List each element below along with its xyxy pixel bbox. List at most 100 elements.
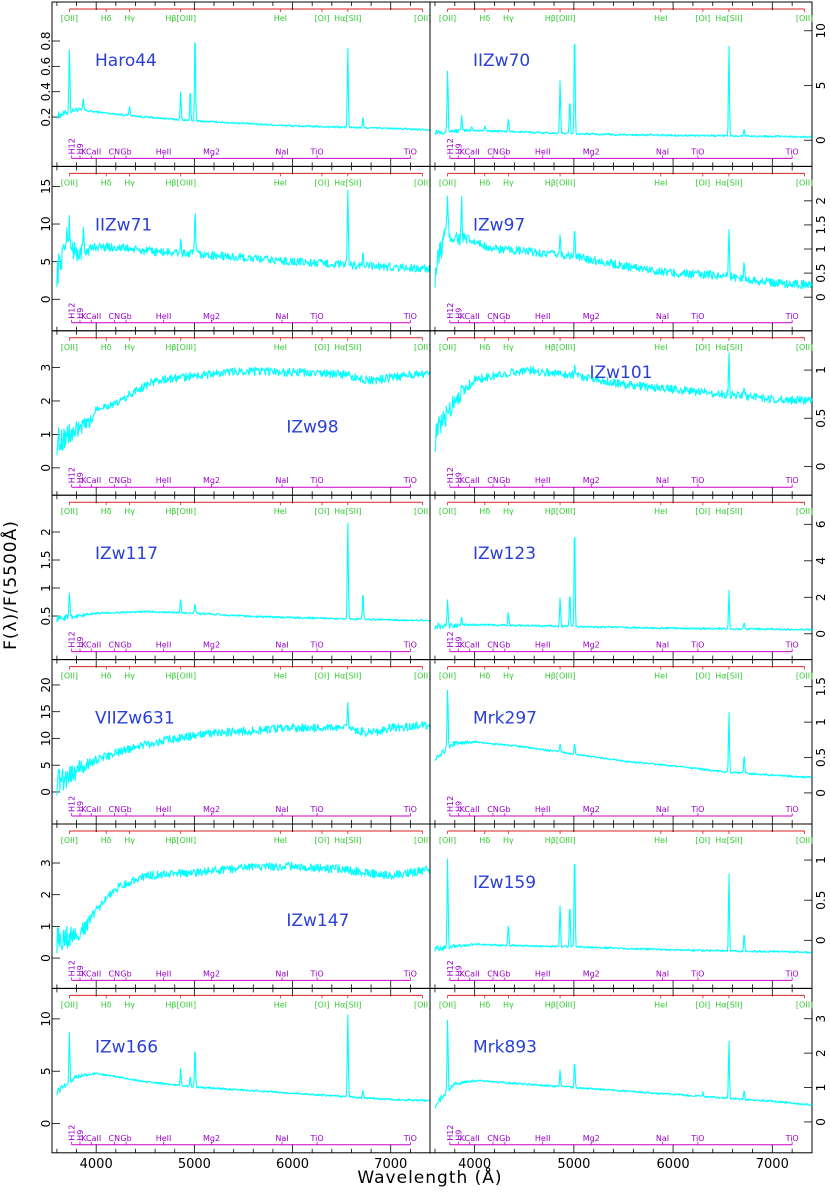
emission-label: [OII] bbox=[796, 1000, 813, 1009]
panel-frame bbox=[51, 987, 431, 1154]
emission-label: [OII] bbox=[414, 672, 431, 681]
emission-label: Hα[SII] bbox=[334, 178, 361, 187]
emission-label: [OII] bbox=[414, 836, 431, 845]
emission-label: [OI] bbox=[315, 507, 330, 516]
emission-label: [OII] bbox=[414, 178, 431, 187]
absorption-label: HeII bbox=[535, 641, 551, 650]
y-tick-label: 10 bbox=[39, 216, 53, 231]
absorption-label: NaI bbox=[656, 641, 669, 650]
emission-label: Hβ[OIII] bbox=[545, 836, 576, 845]
y-tick-label: 0 bbox=[814, 463, 828, 471]
absorption-label: CN bbox=[109, 312, 121, 321]
y-axis: 0 1 2 3 bbox=[804, 1015, 828, 1126]
absorption-label: TiO bbox=[403, 312, 417, 321]
y-tick-label: 1 bbox=[814, 245, 828, 253]
absorption-label: KCaII bbox=[81, 147, 101, 156]
absorption-label: KCaII bbox=[81, 641, 101, 650]
absorption-label: H9 bbox=[76, 143, 85, 154]
y-tick-label: 2 bbox=[814, 593, 828, 601]
object-name: IIZw70 bbox=[473, 51, 530, 71]
y-tick-label: 15 bbox=[39, 704, 53, 719]
panel-frame bbox=[429, 494, 813, 661]
absorption-label: HeII bbox=[156, 641, 172, 650]
y-tick-label: 1 bbox=[39, 431, 53, 439]
y-tick-label: 5 bbox=[39, 258, 53, 266]
absorption-label: HeII bbox=[535, 312, 551, 321]
emission-label: [OII] bbox=[61, 672, 78, 681]
panel-izw166: [OII] Hδ Hγ Hβ[OIII] HeI [OI] Hα[SII] [OII]H12 H… bbox=[39, 987, 431, 1172]
emission-line-markers: [OII] Hδ Hγ Hβ[OIII] HeI [OI] Hα[SII] [OII] bbox=[61, 830, 431, 845]
absorption-label: NaI bbox=[275, 969, 288, 978]
y-tick-label: 6 bbox=[814, 521, 828, 529]
absorption-label: Mg2 bbox=[583, 641, 600, 650]
object-name: IZw101 bbox=[589, 363, 652, 383]
spectrum-line bbox=[434, 195, 813, 290]
emission-label: [OII] bbox=[439, 836, 456, 845]
absorption-label: H12 bbox=[446, 631, 455, 647]
emission-label: Hα[SII] bbox=[715, 343, 742, 352]
absorption-label: Gb bbox=[120, 312, 131, 321]
absorption-label: KCaII bbox=[81, 805, 101, 814]
x-tick-label: 7000 bbox=[756, 1157, 789, 1172]
panel-frame bbox=[429, 823, 813, 989]
emission-label: Hγ bbox=[503, 343, 514, 352]
emission-label: [OII] bbox=[414, 14, 431, 23]
x-axis-ticks bbox=[434, 824, 793, 989]
y-tick-label: 0 bbox=[814, 630, 828, 638]
emission-label: [OI] bbox=[315, 836, 330, 845]
y-tick-label: 1 bbox=[39, 584, 53, 592]
emission-line-markers: [OII] Hδ Hγ Hβ[OIII] HeI [OI] Hα[SII] [OII] bbox=[439, 8, 813, 23]
emission-label: Hγ bbox=[124, 672, 135, 681]
absorption-label: CN bbox=[109, 969, 121, 978]
emission-label: [OI] bbox=[695, 672, 710, 681]
emission-line-markers: [OII] Hδ Hγ Hβ[OIII] HeI [OI] Hα[SII] [OII] bbox=[61, 501, 431, 516]
emission-line-markers: [OII] Hδ Hγ Hβ[OIII] HeI [OI] Hα[SII] [OII] bbox=[439, 994, 813, 1009]
absorption-label: CN bbox=[487, 641, 499, 650]
emission-label: Hγ bbox=[503, 178, 514, 187]
absorption-label: NaI bbox=[275, 147, 288, 156]
absorption-label: Gb bbox=[499, 476, 510, 485]
x-axis-ticks bbox=[434, 659, 793, 824]
emission-label: Hγ bbox=[124, 1000, 135, 1009]
emission-label: [OI] bbox=[315, 14, 330, 23]
object-name: IZw97 bbox=[473, 215, 525, 235]
absorption-label: Gb bbox=[499, 969, 510, 978]
emission-label: [OI] bbox=[695, 343, 710, 352]
absorption-label: H9 bbox=[454, 472, 463, 483]
object-name: IZw166 bbox=[95, 1037, 158, 1057]
absorption-label: HeII bbox=[156, 312, 172, 321]
y-tick-label: 0.5 bbox=[814, 264, 828, 283]
emission-line-markers: [OII] Hδ Hγ Hβ[OIII] HeI [OI] Hα[SII] [OII] bbox=[439, 830, 813, 845]
absorption-label: H12 bbox=[68, 138, 77, 154]
y-tick-label: 0 bbox=[814, 136, 828, 144]
absorption-label: Mg2 bbox=[203, 1134, 220, 1143]
emission-label: Hα[SII] bbox=[334, 343, 361, 352]
absorption-label: KCaII bbox=[460, 476, 480, 485]
y-tick-label: 0 bbox=[39, 788, 53, 796]
emission-label: HeI bbox=[654, 1000, 667, 1009]
emission-label: [OII] bbox=[796, 507, 813, 516]
y-tick-label: 1.5 bbox=[39, 550, 53, 569]
emission-label: [OII] bbox=[61, 836, 78, 845]
x-axis-ticks bbox=[56, 824, 411, 989]
panel-viizw631: [OII] Hδ Hγ Hβ[OIII] HeI [OI] Hα[SII] [OII]H12 H… bbox=[39, 659, 431, 825]
absorption-label: TiO bbox=[690, 1134, 704, 1143]
y-tick-label: 5 bbox=[39, 761, 53, 769]
y-tick-label: 0.5 bbox=[814, 891, 828, 910]
emission-label: HeI bbox=[654, 672, 667, 681]
y-tick-label: 2 bbox=[39, 397, 53, 405]
absorption-label: KCaII bbox=[460, 312, 480, 321]
emission-label: HeI bbox=[654, 836, 667, 845]
emission-label: [OII] bbox=[796, 672, 813, 681]
y-axis: 00.51 bbox=[804, 856, 828, 944]
absorption-label: H12 bbox=[68, 796, 77, 812]
emission-label: [OII] bbox=[61, 178, 78, 187]
emission-label: Hα[SII] bbox=[334, 836, 361, 845]
emission-label: Hα[SII] bbox=[715, 507, 742, 516]
absorption-label: H12 bbox=[68, 1125, 77, 1141]
absorption-label: TiO bbox=[310, 476, 324, 485]
absorption-label: H12 bbox=[446, 796, 455, 812]
absorption-label: HeII bbox=[156, 147, 172, 156]
